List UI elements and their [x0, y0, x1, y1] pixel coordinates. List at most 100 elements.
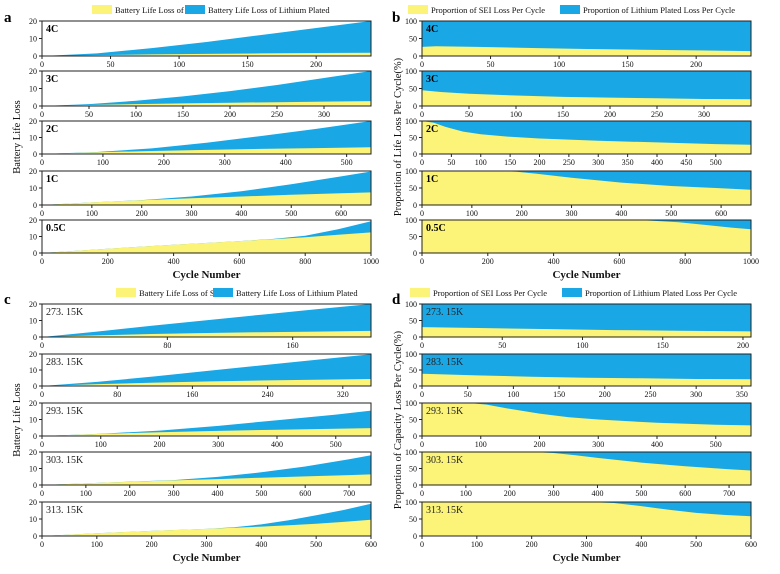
y-tick-label: 50 [409, 233, 417, 242]
y-tick-label: 20 [29, 498, 37, 507]
subplot-2c: 2C 0 50 100 0 50 100 150 200 250 300 350 400 450 500 [405, 117, 752, 167]
y-axis-label: Battery Life Loss [12, 100, 23, 173]
x-tick-label: 100 [510, 110, 522, 119]
sei-area [42, 519, 371, 536]
x-axis-label: Cycle Number [172, 269, 240, 281]
sei-area [422, 171, 751, 205]
x-tick-label: 0 [40, 209, 44, 218]
x-tick-label: 50 [85, 110, 93, 119]
x-tick-label: 600 [715, 209, 727, 218]
sei-area [422, 220, 751, 253]
subplot-label: 4C [46, 24, 58, 35]
subplot-label: 273. 15K [46, 307, 84, 318]
lithium-area [42, 121, 371, 154]
x-tick-label: 300 [201, 540, 213, 549]
x-axis-label: Cycle Number [552, 269, 620, 281]
y-tick-label: 20 [29, 167, 37, 176]
x-tick-label: 400 [271, 440, 283, 449]
x-tick-label: 100 [173, 60, 185, 69]
y-tick-label: 50 [409, 85, 417, 94]
x-tick-label: 200 [690, 60, 702, 69]
panel-letter: b [392, 10, 400, 26]
y-tick-label: 10 [29, 233, 37, 242]
x-tick-label: 100 [97, 158, 109, 167]
x-tick-label: 0 [420, 158, 424, 167]
y-tick-label: 0 [413, 102, 417, 111]
subplot-label: 1C [426, 174, 438, 185]
panel-letter: c [4, 292, 11, 308]
x-tick-label: 0 [420, 341, 424, 350]
legend-label-sei: Proportion of SEI Loss Per Cycle [431, 5, 545, 15]
x-tick-label: 200 [737, 341, 749, 350]
legend-label-lithium: Battery Life Loss of Lithium Plated [236, 288, 358, 298]
x-tick-label: 200 [604, 110, 616, 119]
x-tick-label: 240 [262, 390, 274, 399]
y-tick-label: 10 [29, 465, 37, 474]
y-tick-label: 0 [33, 249, 37, 258]
x-tick-label: 0 [420, 257, 424, 266]
subplot-303-15k: 303. 15K 0 50 100 0 100 200 300 400 500 600 700 [405, 448, 752, 498]
x-tick-label: 800 [299, 257, 311, 266]
y-tick-label: 0 [33, 382, 37, 391]
y-tick-label: 20 [29, 117, 37, 126]
x-tick-label: 100 [553, 60, 565, 69]
x-tick-label: 80 [113, 390, 121, 399]
subplot-3c: 3C 0 50 100 0 50 100 150 200 250 300 [405, 67, 752, 119]
x-tick-label: 700 [343, 489, 355, 498]
x-tick-label: 200 [154, 440, 166, 449]
x-tick-label: 250 [651, 110, 663, 119]
y-axis-label: Battery Life Loss [12, 383, 23, 456]
x-tick-label: 200 [599, 390, 611, 399]
lithium-area [42, 304, 371, 337]
subplot-293-15k: 293. 15K 0 50 100 0 100 200 300 400 500 [405, 399, 752, 449]
legend-swatch-sei [116, 288, 136, 297]
x-tick-label: 50 [464, 390, 472, 399]
subplot-label: 0.5C [46, 223, 66, 234]
x-tick-label: 600 [745, 540, 757, 549]
subplot-label: 313. 15K [46, 505, 84, 516]
x-tick-label: 0 [40, 540, 44, 549]
y-tick-label: 0 [413, 249, 417, 258]
sei-area [42, 232, 371, 253]
x-tick-label: 200 [146, 540, 158, 549]
x-tick-label: 0 [40, 489, 44, 498]
x-tick-label: 0 [420, 209, 424, 218]
x-tick-label: 250 [271, 110, 283, 119]
legend-swatch-sei [92, 5, 112, 14]
sei-area [42, 52, 371, 56]
sei-area [42, 101, 371, 106]
subplot-283-15k: 283. 15K 0 50 100 0 50 100 150 200 250 300 350 [405, 350, 752, 399]
subplot-label: 273. 15K [426, 307, 464, 318]
y-tick-label: 0 [413, 481, 417, 490]
x-axis-label: Cycle Number [552, 552, 620, 564]
x-tick-label: 500 [690, 540, 702, 549]
lithium-area [42, 71, 371, 106]
x-tick-label: 400 [591, 489, 603, 498]
x-tick-label: 100 [95, 440, 107, 449]
x-tick-label: 600 [335, 209, 347, 218]
y-tick-label: 10 [29, 317, 37, 326]
legend-swatch-sei [408, 5, 428, 14]
sei-area [422, 452, 751, 485]
y-tick-label: 20 [29, 216, 37, 225]
panel-d: d Proportion of SEI Loss Per Cycle Proport… [392, 288, 757, 564]
x-tick-label: 350 [736, 390, 748, 399]
sei-area [422, 403, 751, 436]
x-tick-label: 400 [548, 257, 560, 266]
y-tick-label: 100 [405, 350, 417, 359]
sei-area [422, 46, 751, 56]
y-tick-label: 20 [29, 448, 37, 457]
x-tick-label: 300 [698, 110, 710, 119]
x-tick-label: 1000 [743, 257, 759, 266]
x-tick-label: 300 [592, 158, 604, 167]
legend-swatch-sei [410, 288, 430, 297]
x-tick-label: 300 [318, 110, 330, 119]
sei-area [42, 379, 371, 386]
x-tick-label: 150 [622, 60, 634, 69]
y-tick-label: 0 [413, 532, 417, 541]
y-tick-label: 20 [29, 350, 37, 359]
subplot-273-15k: 273. 15K 0 50 100 0 50 100 150 200 [405, 300, 752, 350]
